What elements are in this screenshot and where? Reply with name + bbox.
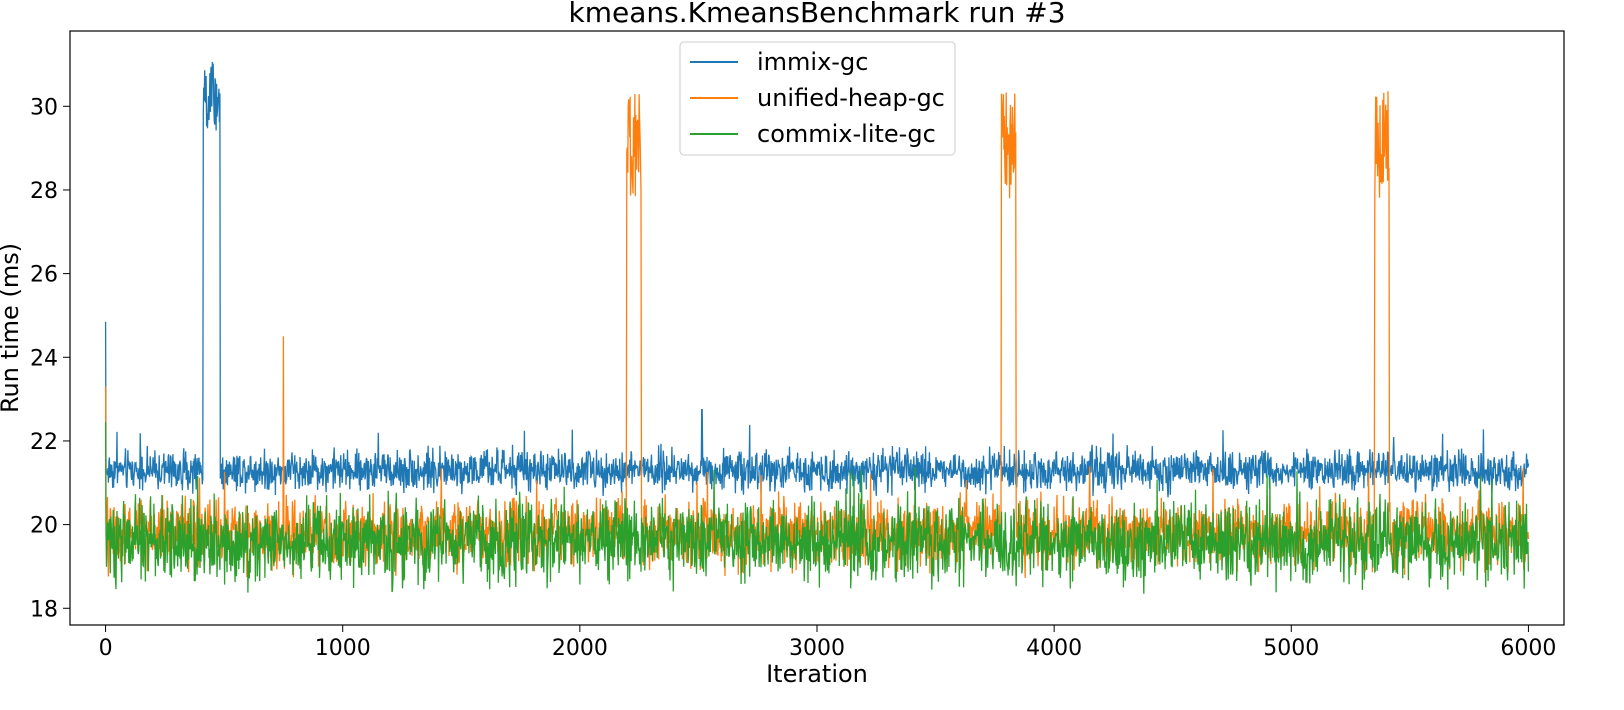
x-axis: 0 1000 2000 3000 4000 5000 6000 bbox=[99, 625, 1556, 661]
x-tick-label: 6000 bbox=[1500, 636, 1556, 661]
y-tick-label: 30 bbox=[30, 95, 58, 120]
y-tick-label: 18 bbox=[30, 597, 58, 622]
y-axis: 18 20 22 24 26 28 30 bbox=[30, 95, 70, 622]
series-line-unified-heap-gc bbox=[104, 91, 1530, 578]
x-tick-label: 2000 bbox=[552, 636, 608, 661]
x-tick-label: 1000 bbox=[315, 636, 371, 661]
legend-box bbox=[679, 41, 956, 156]
x-tick-label: 4000 bbox=[1026, 636, 1082, 661]
x-axis-label: Iteration bbox=[766, 660, 868, 688]
legend: immix-gc unified-heap-gc commix-lite-gc bbox=[679, 41, 956, 156]
x-tick-label: 0 bbox=[99, 636, 113, 661]
series-line-commix-lite-gc bbox=[104, 422, 1530, 594]
legend-label-immix-gc: immix-gc bbox=[757, 48, 868, 76]
x-tick-label: 5000 bbox=[1263, 636, 1319, 661]
y-axis-label: Run time (ms) bbox=[0, 243, 24, 413]
y-tick-label: 22 bbox=[30, 430, 58, 455]
plot-area bbox=[104, 61, 1530, 594]
chart-title: kmeans.KmeansBenchmark run #3 bbox=[568, 0, 1065, 29]
series-line-immix-gc bbox=[104, 61, 1530, 498]
x-tick-label: 3000 bbox=[789, 636, 845, 661]
legend-label-commix-lite-gc: commix-lite-gc bbox=[757, 120, 936, 148]
legend-label-unified-heap-gc: unified-heap-gc bbox=[757, 84, 945, 112]
y-tick-label: 24 bbox=[30, 346, 58, 371]
y-tick-label: 26 bbox=[30, 263, 58, 288]
y-tick-label: 28 bbox=[30, 179, 58, 204]
y-tick-label: 20 bbox=[30, 514, 58, 539]
